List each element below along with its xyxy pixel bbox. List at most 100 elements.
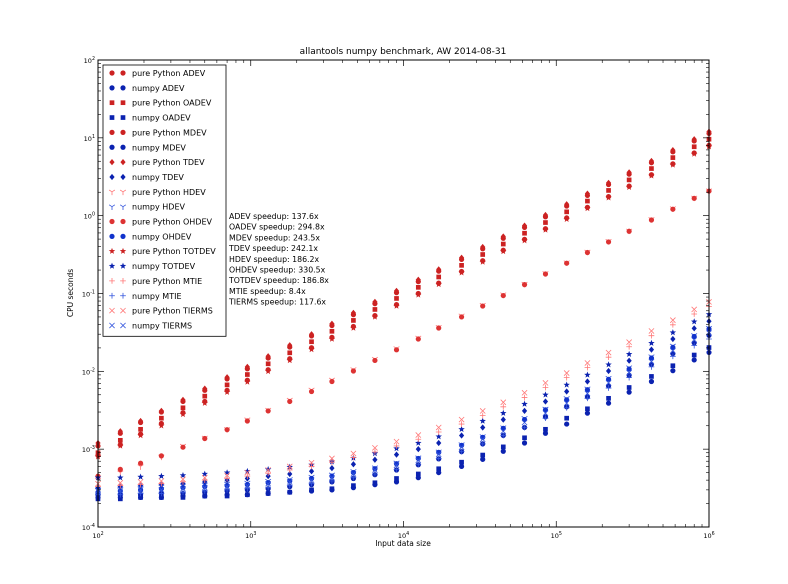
data-point — [224, 487, 230, 493]
legend-marker — [120, 278, 126, 284]
data-point — [309, 339, 314, 345]
data-point — [329, 455, 335, 462]
data-point — [372, 480, 378, 486]
data-point — [605, 376, 612, 382]
data-point — [137, 464, 144, 470]
data-point — [329, 465, 335, 472]
data-point — [415, 436, 422, 443]
legend-label: pure Python TIERMS — [132, 307, 213, 316]
data-point — [393, 461, 400, 467]
data-point — [244, 418, 250, 424]
data-point — [606, 188, 611, 193]
data-point — [180, 479, 186, 485]
data-point — [691, 337, 698, 343]
data-point — [564, 201, 570, 208]
data-point — [201, 474, 208, 481]
data-point — [350, 450, 357, 457]
data-point — [202, 393, 208, 399]
data-point — [648, 339, 655, 346]
speedup-line: MDEV speedup: 243.5x — [229, 233, 320, 242]
data-point — [137, 478, 144, 485]
data-point — [649, 374, 654, 379]
data-point — [500, 233, 506, 240]
legend-marker — [109, 129, 115, 135]
data-point — [480, 303, 486, 309]
data-point — [350, 469, 357, 476]
legend-marker — [109, 278, 115, 284]
data-point — [244, 482, 251, 489]
data-point — [436, 466, 442, 472]
data-point — [244, 467, 251, 475]
data-point — [691, 333, 697, 340]
speedup-line: MTIE speedup: 8.4x — [229, 287, 306, 296]
data-point — [648, 378, 655, 385]
data-point — [626, 169, 632, 176]
speedup-line: OHDEV speedup: 330.5x — [229, 266, 326, 275]
legend-label: numpy TOTDEV — [132, 262, 196, 271]
legend: pure Python ADEV numpy ADEV pure Python OA… — [102, 64, 227, 337]
data-point — [244, 485, 251, 492]
legend-marker — [109, 85, 115, 91]
data-point — [625, 183, 633, 190]
legend-marker — [109, 173, 115, 181]
data-point — [158, 486, 165, 493]
legend-label: numpy MDEV — [132, 143, 186, 152]
data-point — [286, 478, 293, 485]
data-point — [625, 350, 633, 357]
data-point — [415, 475, 421, 481]
data-point — [265, 480, 271, 486]
data-point — [244, 482, 250, 488]
legend-entry: pure Python MDEV — [109, 128, 207, 137]
data-point — [202, 435, 208, 442]
data-point — [224, 382, 230, 388]
data-point — [265, 353, 271, 360]
data-point — [459, 459, 464, 465]
legend-marker — [120, 115, 126, 120]
data-point — [117, 466, 123, 472]
data-point — [500, 428, 507, 435]
data-point — [563, 400, 570, 407]
data-point — [329, 328, 335, 334]
data-point — [458, 442, 465, 448]
speedup-line: HDEV speedup: 186.2x — [229, 255, 319, 264]
data-point — [584, 378, 591, 385]
data-point — [458, 432, 465, 439]
data-point — [158, 453, 164, 459]
data-point — [435, 455, 442, 462]
data-point — [137, 481, 144, 488]
data-point — [202, 484, 208, 490]
data-point — [479, 408, 486, 414]
data-point — [542, 384, 549, 391]
data-point — [224, 427, 230, 433]
legend-marker — [119, 247, 127, 254]
data-point — [180, 476, 186, 483]
data-point — [605, 367, 612, 375]
data-point — [542, 226, 549, 233]
data-point — [265, 408, 271, 414]
data-point — [117, 488, 124, 494]
data-point — [308, 468, 315, 475]
data-point — [648, 217, 655, 223]
data-point — [372, 456, 378, 463]
data-point — [584, 390, 591, 397]
data-point — [670, 146, 676, 154]
data-point — [648, 358, 655, 365]
legend-entry: pure Python MTIE — [109, 277, 202, 286]
legend-marker — [109, 158, 115, 166]
chart-title: allantools numpy benchmark, AW 2014-08-3… — [300, 47, 507, 57]
data-point — [372, 298, 378, 306]
data-point — [458, 416, 465, 423]
data-point — [626, 177, 632, 183]
data-point — [435, 424, 442, 431]
legend-marker — [109, 292, 115, 299]
speedup-line: TOTDEV speedup: 186.8x — [228, 276, 329, 285]
speedup-line: TDEV speedup: 242.1x — [228, 244, 318, 253]
data-point — [393, 287, 400, 295]
data-point — [415, 276, 421, 283]
data-point — [670, 335, 676, 343]
data-point — [500, 399, 507, 406]
data-point — [605, 179, 612, 186]
legend-label: pure Python MTIE — [132, 277, 202, 286]
data-point — [436, 325, 442, 331]
data-point — [201, 488, 208, 494]
